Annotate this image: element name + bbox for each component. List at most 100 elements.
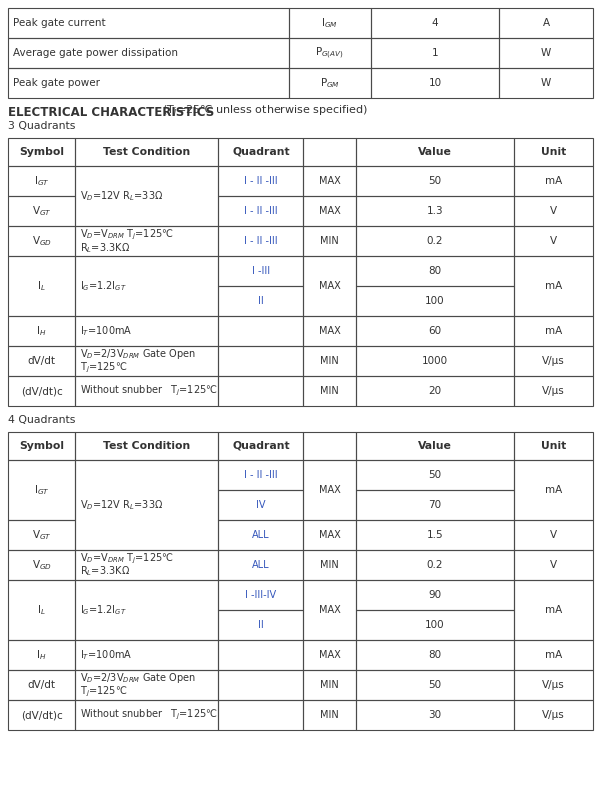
Text: Test Condition: Test Condition xyxy=(103,441,191,451)
Bar xyxy=(8,8,288,38)
Text: Value: Value xyxy=(418,147,452,157)
Text: V$_D$=12V R$_L$=33Ω: V$_D$=12V R$_L$=33Ω xyxy=(80,498,163,512)
Bar xyxy=(499,8,593,38)
Bar xyxy=(75,460,219,550)
Text: ALL: ALL xyxy=(252,560,270,570)
Text: 20: 20 xyxy=(429,386,442,396)
Bar xyxy=(288,38,371,68)
Bar xyxy=(514,640,593,670)
Bar xyxy=(356,460,514,490)
Text: (dV/dt)c: (dV/dt)c xyxy=(20,386,63,396)
Text: MAX: MAX xyxy=(319,530,341,540)
Bar xyxy=(8,550,75,580)
Text: Value: Value xyxy=(418,441,452,451)
Bar xyxy=(75,670,219,700)
Text: I$_{GT}$: I$_{GT}$ xyxy=(34,483,49,497)
Text: 3 Quadrants: 3 Quadrants xyxy=(8,121,75,131)
Text: P$_{G(AV)}$: P$_{G(AV)}$ xyxy=(315,45,344,61)
Text: 0.2: 0.2 xyxy=(427,560,443,570)
Bar xyxy=(514,376,593,406)
Bar xyxy=(288,68,371,98)
Bar xyxy=(356,346,514,376)
Text: I$_L$: I$_L$ xyxy=(37,279,46,293)
Text: V$_D$=2/3V$_{DRM}$ Gate Open: V$_D$=2/3V$_{DRM}$ Gate Open xyxy=(80,347,196,362)
Text: ALL: ALL xyxy=(252,530,270,540)
Bar xyxy=(219,610,304,640)
Bar xyxy=(356,490,514,520)
Text: V: V xyxy=(550,560,557,570)
Text: 100: 100 xyxy=(425,620,445,630)
Text: 50: 50 xyxy=(429,176,442,186)
Text: I$_G$=1.2I$_{GT}$: I$_G$=1.2I$_{GT}$ xyxy=(80,603,127,617)
Text: I -III: I -III xyxy=(252,266,270,276)
Text: V/μs: V/μs xyxy=(542,680,565,690)
Bar xyxy=(219,640,304,670)
Bar xyxy=(356,316,514,346)
Text: dV/dt: dV/dt xyxy=(28,356,56,366)
Bar xyxy=(288,8,371,38)
Text: P$_{GM}$: P$_{GM}$ xyxy=(320,76,340,90)
Text: Peak gate power: Peak gate power xyxy=(13,78,100,88)
Bar xyxy=(75,640,219,670)
Bar xyxy=(219,460,304,490)
Text: IV: IV xyxy=(256,500,266,510)
Bar xyxy=(8,460,75,520)
Text: I$_{GM}$: I$_{GM}$ xyxy=(321,16,338,30)
Bar xyxy=(8,346,75,376)
Bar xyxy=(75,256,219,316)
Bar xyxy=(371,8,499,38)
Text: 4 Quadrants: 4 Quadrants xyxy=(8,415,75,425)
Text: Peak gate current: Peak gate current xyxy=(13,18,106,28)
Bar xyxy=(75,550,219,580)
Bar xyxy=(219,166,304,196)
Bar xyxy=(219,286,304,316)
Text: Symbol: Symbol xyxy=(19,147,64,157)
Text: MAX: MAX xyxy=(319,281,341,291)
Bar xyxy=(304,580,356,640)
Bar xyxy=(219,226,304,256)
Bar xyxy=(356,640,514,670)
Text: V$_D$=2/3V$_{DRM}$ Gate Open: V$_D$=2/3V$_{DRM}$ Gate Open xyxy=(80,671,196,686)
Bar xyxy=(75,166,219,226)
Text: mA: mA xyxy=(545,605,562,615)
Text: mA: mA xyxy=(545,650,562,660)
Bar xyxy=(75,316,219,346)
Text: V: V xyxy=(550,206,557,216)
Bar xyxy=(514,316,593,346)
Text: I$_T$=100mA: I$_T$=100mA xyxy=(80,324,132,338)
Text: V$_{GT}$: V$_{GT}$ xyxy=(32,204,52,218)
Bar xyxy=(219,432,304,460)
Text: V$_{GD}$: V$_{GD}$ xyxy=(32,558,52,572)
Bar xyxy=(75,226,219,256)
Bar xyxy=(514,700,593,730)
Text: ELECTRICAL CHARACTERISTICS: ELECTRICAL CHARACTERISTICS xyxy=(8,106,214,119)
Bar xyxy=(356,520,514,550)
Bar xyxy=(219,550,304,580)
Bar xyxy=(356,256,514,286)
Bar xyxy=(356,166,514,196)
Bar xyxy=(356,196,514,226)
Bar xyxy=(304,670,356,700)
Text: MIN: MIN xyxy=(320,356,339,366)
Bar xyxy=(304,166,356,196)
Bar xyxy=(219,376,304,406)
Bar xyxy=(8,670,75,700)
Text: MIN: MIN xyxy=(320,680,339,690)
Bar xyxy=(75,138,219,166)
Bar xyxy=(8,580,75,640)
Text: A: A xyxy=(543,18,550,28)
Text: W: W xyxy=(541,78,551,88)
Bar xyxy=(219,138,304,166)
Text: MAX: MAX xyxy=(319,176,341,186)
Text: V$_D$=12V R$_L$=33Ω: V$_D$=12V R$_L$=33Ω xyxy=(80,189,163,203)
Text: 1: 1 xyxy=(432,48,438,58)
Bar xyxy=(356,286,514,316)
Bar xyxy=(371,68,499,98)
Text: II: II xyxy=(258,620,264,630)
Bar xyxy=(304,520,356,550)
Bar xyxy=(8,166,75,196)
Bar xyxy=(304,226,356,256)
Text: 50: 50 xyxy=(429,470,442,480)
Text: I$_G$=1.2I$_{GT}$: I$_G$=1.2I$_{GT}$ xyxy=(80,279,127,293)
Bar xyxy=(304,138,356,166)
